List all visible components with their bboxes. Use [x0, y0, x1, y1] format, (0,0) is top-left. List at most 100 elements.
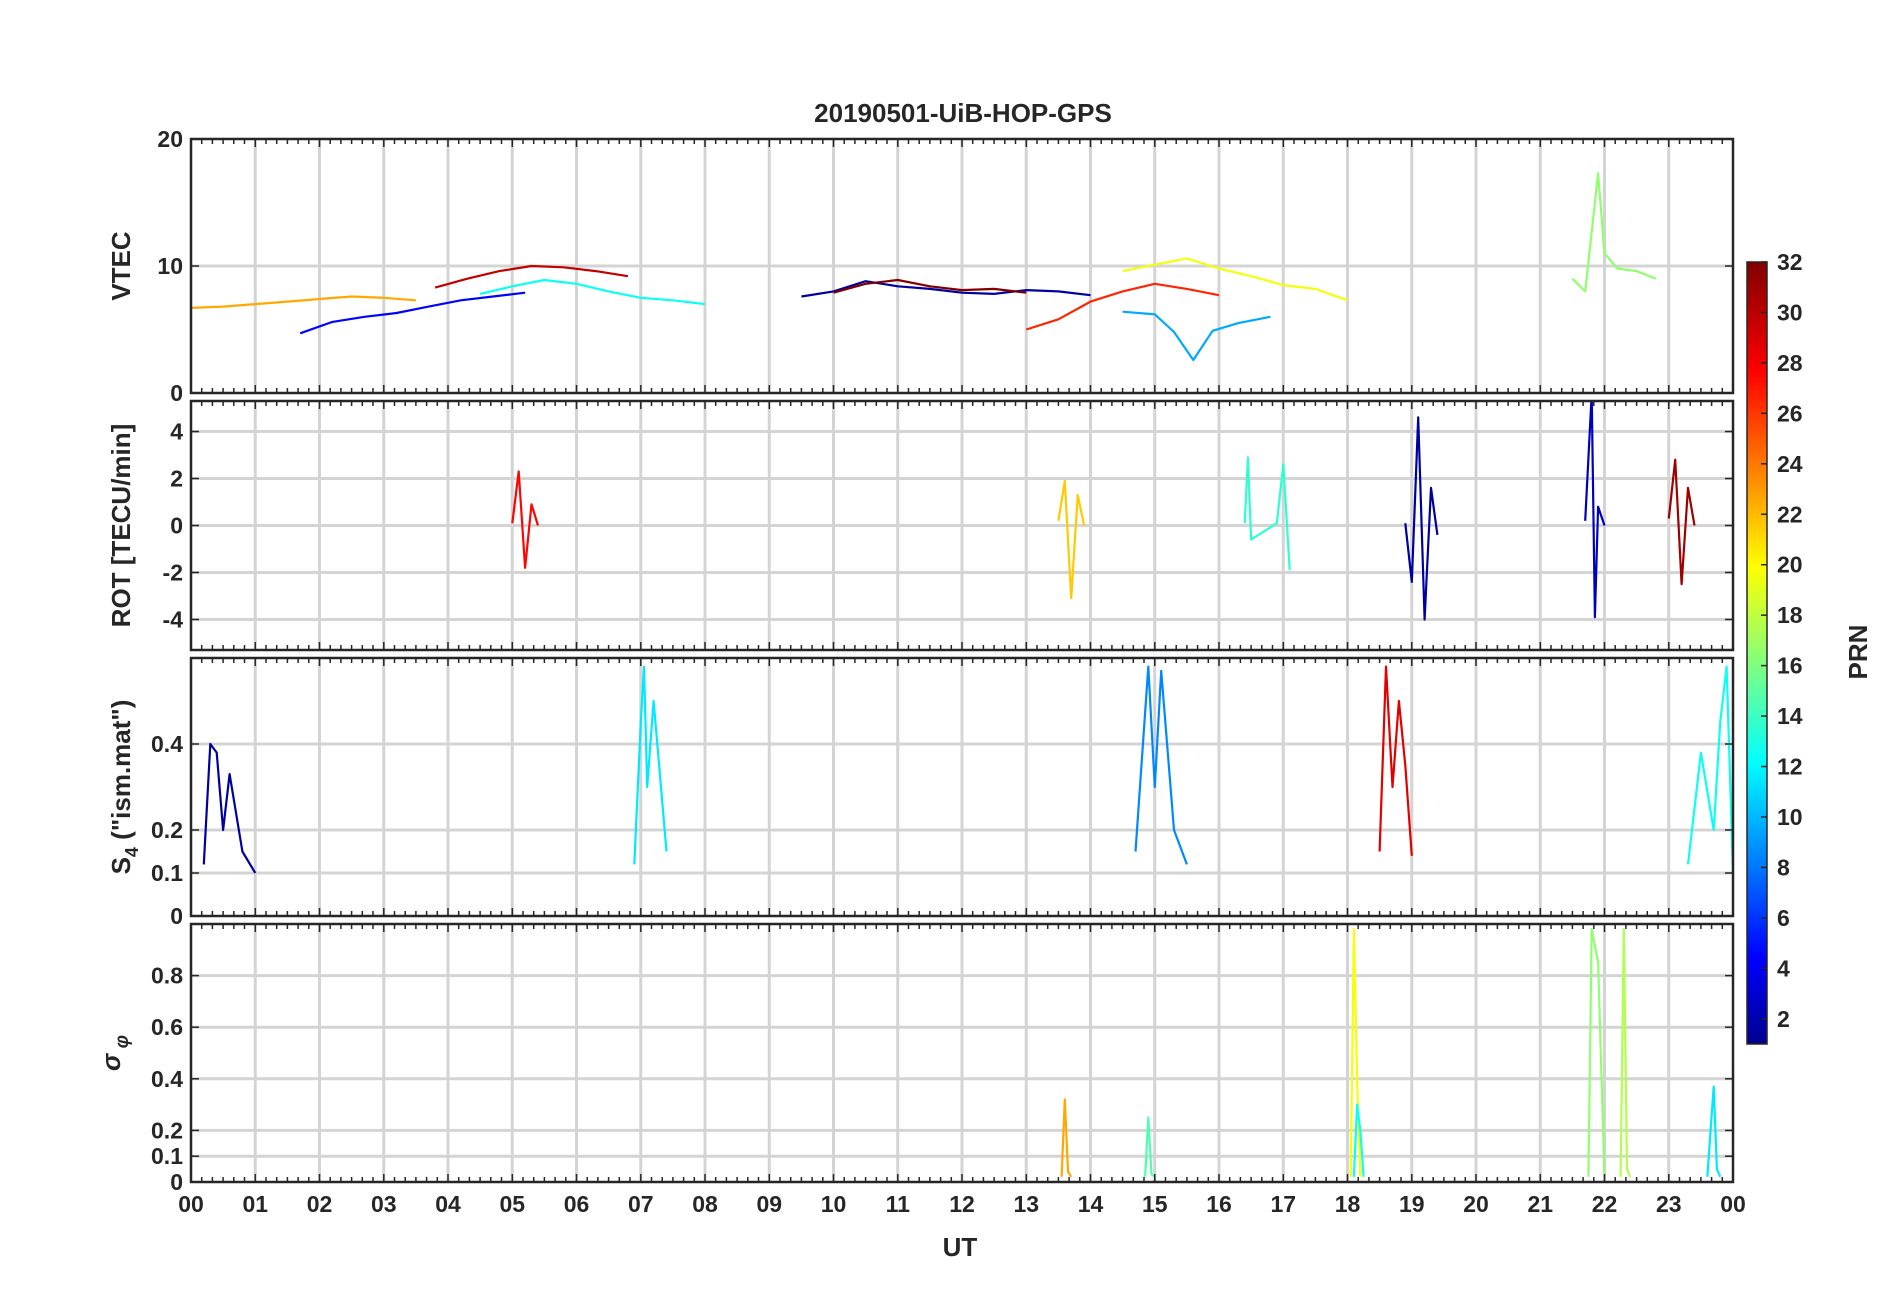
x-tick-label: 01	[242, 1191, 268, 1217]
y-axis-label-subscript: 4	[122, 847, 142, 857]
y-axis-label: S4 ("ism.mat")	[106, 700, 142, 875]
series-line	[511, 470, 540, 569]
colorbar-tick-label: 6	[1777, 905, 1790, 931]
x-tick-label: 08	[692, 1191, 718, 1217]
y-axis-label-rest: ("ism.mat")	[106, 700, 136, 847]
series-line	[1584, 401, 1606, 619]
series-line	[1122, 257, 1348, 302]
y-tick-label: -2	[163, 559, 183, 585]
x-tick-label: 20	[1463, 1191, 1489, 1217]
y-tick-label: 0.1	[151, 860, 183, 886]
colorbar-tick-label: 10	[1777, 804, 1803, 830]
series-line	[191, 295, 416, 309]
x-tick-label: 04	[435, 1191, 461, 1217]
y-tick-label: 0.6	[151, 1014, 183, 1040]
colorbar-tick-label: 20	[1777, 552, 1803, 578]
x-axis-title: UT	[943, 1232, 978, 1262]
series-line	[1404, 416, 1439, 621]
series-line	[1378, 665, 1413, 856]
panel-3: 0 0.1 0.2 0.4 S4 ("ism.mat")	[106, 656, 1735, 929]
colorbar-tick-label: 28	[1777, 350, 1803, 376]
series-line	[1587, 928, 1606, 1177]
y-tick-label: 2	[170, 466, 183, 492]
x-minor-ticks	[190, 139, 1734, 393]
y-tick-label: 0.4	[151, 731, 183, 757]
series-line	[1025, 282, 1220, 331]
series-line	[1352, 1103, 1365, 1177]
y-tick-label: 0	[170, 380, 183, 406]
series-line	[299, 291, 526, 335]
y-tick-label: -4	[163, 606, 184, 632]
x-tick-label: 13	[1013, 1191, 1039, 1217]
y-tick-label: 0	[170, 513, 183, 539]
panel-2: -4 -2 0 2 4 ROT [TECU/min]	[106, 399, 1735, 652]
series-line	[1060, 1098, 1073, 1178]
y-tick-label: 0	[170, 1169, 183, 1195]
series-line	[1571, 172, 1657, 293]
series-line	[1686, 665, 1733, 874]
x-tick-label: 00	[1720, 1191, 1746, 1217]
x-minor-ticks	[190, 924, 1734, 1182]
colorbar-tick-label: 30	[1777, 299, 1803, 325]
y-axis-label-subscript: φ	[112, 1035, 133, 1054]
x-tick-label: 15	[1142, 1191, 1168, 1217]
colorbar-tick-label: 24	[1777, 451, 1803, 477]
y-tick-label: 0.2	[151, 817, 183, 843]
series-line	[833, 278, 1027, 294]
series-line	[1619, 928, 1632, 1178]
x-tick-label: 03	[371, 1191, 397, 1217]
colorbar-gradient	[1746, 261, 1768, 1045]
y-tick-label: 0	[170, 903, 183, 929]
series-line	[1122, 310, 1271, 362]
y-tick-label: 0.4	[151, 1066, 183, 1092]
x-tick-label: 21	[1527, 1191, 1553, 1217]
x-minor-ticks	[190, 401, 1734, 650]
colorbar-tick-label: 16	[1777, 653, 1803, 679]
x-tick-label: 17	[1270, 1191, 1296, 1217]
series-line	[1057, 479, 1086, 600]
x-tick-label: 18	[1335, 1191, 1361, 1217]
x-axis: 00 01 02 03 04 05 06 07 08 09 10 11 12 13 14 15 16 17 18 19…	[178, 1191, 1746, 1217]
colorbar-tick-label: 2	[1777, 1006, 1790, 1032]
y-tick-label: 0.8	[151, 963, 183, 989]
x-tick-label: 02	[307, 1191, 333, 1217]
x-tick-label: 16	[1206, 1191, 1232, 1217]
y-tick-label: 10	[157, 253, 183, 279]
colorbar-tick-label: 12	[1777, 754, 1803, 780]
colorbar-tick-label: 32	[1777, 249, 1803, 275]
x-tick-label: 05	[499, 1191, 525, 1217]
x-tick-label: 00	[178, 1191, 204, 1217]
x-tick-label: 23	[1656, 1191, 1682, 1217]
x-tick-label: 10	[821, 1191, 847, 1217]
x-tick-label: 09	[756, 1191, 782, 1217]
chart-title: 20190501-UiB-HOP-GPS	[814, 98, 1112, 128]
x-tick-label: 07	[628, 1191, 654, 1217]
series-line	[1243, 456, 1291, 571]
colorbar-tick-label: 26	[1777, 400, 1803, 426]
x-minor-ticks	[190, 658, 1734, 916]
colorbar-tick-label: 22	[1777, 501, 1803, 527]
series-line	[434, 264, 629, 289]
series-line	[1706, 1085, 1722, 1178]
series-group	[191, 172, 1657, 362]
y-axis-label: σ φ	[96, 1035, 133, 1071]
series-line	[801, 280, 1091, 298]
series-line	[633, 665, 668, 865]
colorbar-tick-label: 4	[1777, 955, 1790, 981]
x-tick-label: 22	[1592, 1191, 1618, 1217]
y-axis-label: VTEC	[106, 231, 136, 301]
y-tick-label: 4	[170, 419, 183, 445]
x-tick-label: 11	[886, 1191, 911, 1217]
colorbar-label: PRN	[1843, 625, 1873, 680]
series-line	[1134, 665, 1188, 865]
x-tick-label: 19	[1399, 1191, 1425, 1217]
y-tick-label: 0.1	[151, 1143, 183, 1169]
series-line	[1667, 458, 1696, 586]
series-group	[1060, 928, 1722, 1178]
series-line	[202, 742, 257, 874]
colorbar-tick-label: 8	[1777, 854, 1790, 880]
